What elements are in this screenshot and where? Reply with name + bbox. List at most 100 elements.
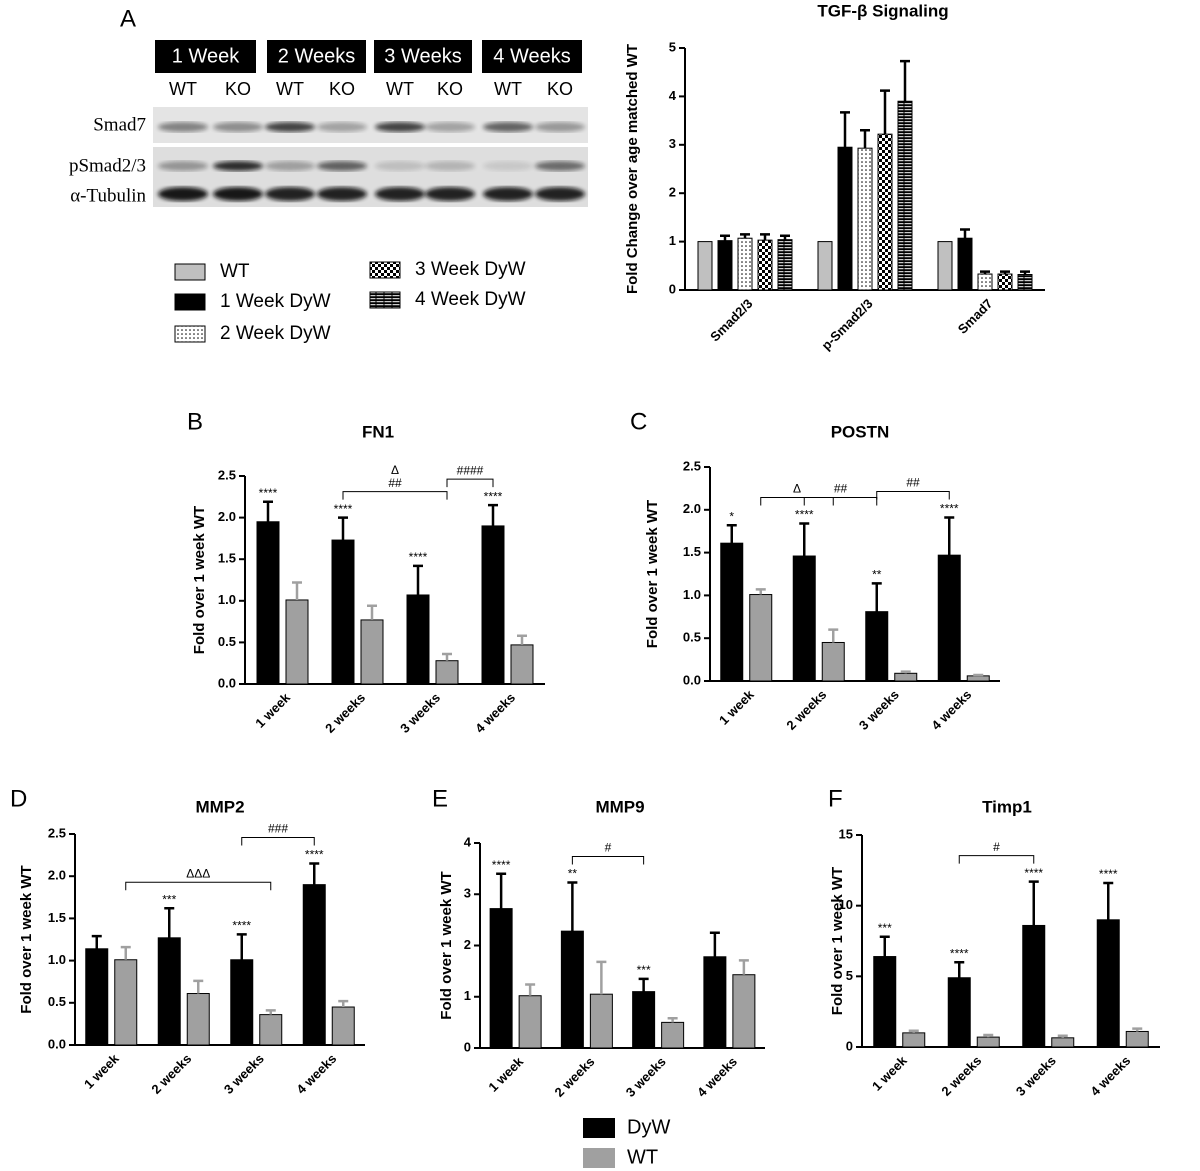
y-tick-label: 0.0 (218, 675, 236, 690)
bar (703, 956, 727, 1049)
bar (302, 884, 326, 1046)
y-tick-label: 1.5 (683, 544, 701, 559)
bar (817, 241, 833, 291)
bar (720, 542, 744, 682)
bar (997, 273, 1013, 291)
y-tick-label: 1.0 (48, 952, 66, 967)
comparison-bracket (876, 491, 950, 500)
x-tick-label: 3 weeks (221, 1051, 267, 1097)
y-tick-label: 4 (669, 88, 677, 103)
error-bar (740, 233, 750, 239)
legend-swatch (583, 1148, 615, 1168)
error-bar (720, 234, 730, 241)
comparison-bracket (342, 491, 448, 500)
error-bar (667, 1017, 678, 1023)
error-bar (517, 634, 527, 645)
x-tick-label: 3 weeks (856, 687, 902, 733)
comparison-label: ## (906, 476, 920, 490)
y-axis-label: Fold over 1 week WT (438, 871, 455, 1019)
y-tick-label: 2 (464, 937, 471, 952)
blot-band (375, 161, 425, 171)
error-bar (120, 945, 131, 960)
chart-title: FN1 (362, 422, 394, 441)
blot-band (158, 187, 208, 201)
y-tick-label: 2.5 (683, 458, 701, 473)
blot-band (375, 122, 425, 132)
y-tick-label: 2.0 (48, 868, 66, 883)
error-bar (983, 1033, 994, 1038)
y-tick-label: 5 (846, 968, 853, 983)
lane-label: KO (437, 79, 463, 99)
panel-letter: E (432, 785, 448, 812)
significance-label: **** (492, 858, 511, 872)
y-tick-label: 0.5 (683, 630, 701, 645)
blot-band (158, 161, 208, 171)
blot-band (213, 122, 263, 132)
blot-band (317, 187, 367, 201)
bar (937, 241, 953, 291)
panel-letter: A (120, 5, 136, 32)
y-tick-label: 4 (464, 834, 472, 849)
comparison-bracket (760, 496, 834, 506)
bar (481, 525, 505, 685)
y-tick-label: 0.0 (48, 1036, 66, 1051)
x-tick-label: 2 weeks (148, 1051, 194, 1097)
bar (757, 239, 773, 291)
x-tick-label: 1 week (81, 1050, 122, 1091)
x-tick-label: 2 weeks (783, 687, 829, 733)
comparison-label: ## (834, 482, 848, 496)
bar (976, 1036, 1000, 1048)
x-tick-label: 1 week (485, 1053, 526, 1094)
bar (792, 555, 816, 682)
bar (877, 133, 893, 291)
significance-label: ** (872, 568, 882, 582)
error-bar (367, 604, 377, 620)
y-tick-label: 2.5 (218, 467, 236, 482)
bar (489, 908, 513, 1049)
lane-label: KO (225, 79, 251, 99)
bar (966, 675, 990, 682)
comparison-bracket (446, 478, 494, 488)
significance-label: * (729, 509, 734, 523)
y-tick-label: 0 (464, 1039, 471, 1054)
error-bar (338, 999, 349, 1008)
error-bar (880, 89, 890, 135)
error-bar (980, 270, 990, 275)
bar (1017, 274, 1033, 291)
error-bar (840, 111, 850, 148)
blot-band (213, 161, 263, 171)
lane-label: WT (276, 79, 304, 99)
bar (510, 644, 534, 685)
blot-band (425, 122, 475, 132)
error-bar (263, 500, 273, 522)
panel-letter: C (630, 408, 647, 435)
comparison-label: Δ (793, 482, 801, 496)
comparison-label: # (605, 841, 612, 855)
bar (777, 239, 793, 291)
error-bar (265, 1009, 276, 1015)
y-tick-label: 10 (839, 897, 853, 912)
blot-band (483, 161, 533, 171)
blot-band (535, 122, 585, 132)
y-tick-label: 0.5 (218, 634, 236, 649)
bar (259, 1014, 283, 1046)
x-tick-label: Smad2/3 (707, 296, 755, 344)
chart-title: MMP2 (195, 797, 244, 816)
error-bar (954, 960, 965, 978)
blot-band (483, 122, 533, 132)
chart-title: TGF-β Signaling (817, 1, 948, 20)
error-bar (309, 862, 320, 885)
bar (85, 948, 109, 1046)
y-tick-label: 3 (464, 886, 471, 901)
error-bar (525, 983, 536, 996)
y-tick-label: 2.0 (218, 509, 236, 524)
legend-label: WT (220, 261, 250, 282)
bar (737, 237, 753, 291)
blot-row-label: pSmad2/3 (69, 155, 146, 176)
x-tick-label: p-Smad2/3 (818, 296, 875, 353)
y-tick-label: 3 (669, 136, 676, 151)
error-bar (442, 652, 452, 661)
comparison-label: ## (388, 476, 402, 490)
bar (837, 146, 853, 291)
